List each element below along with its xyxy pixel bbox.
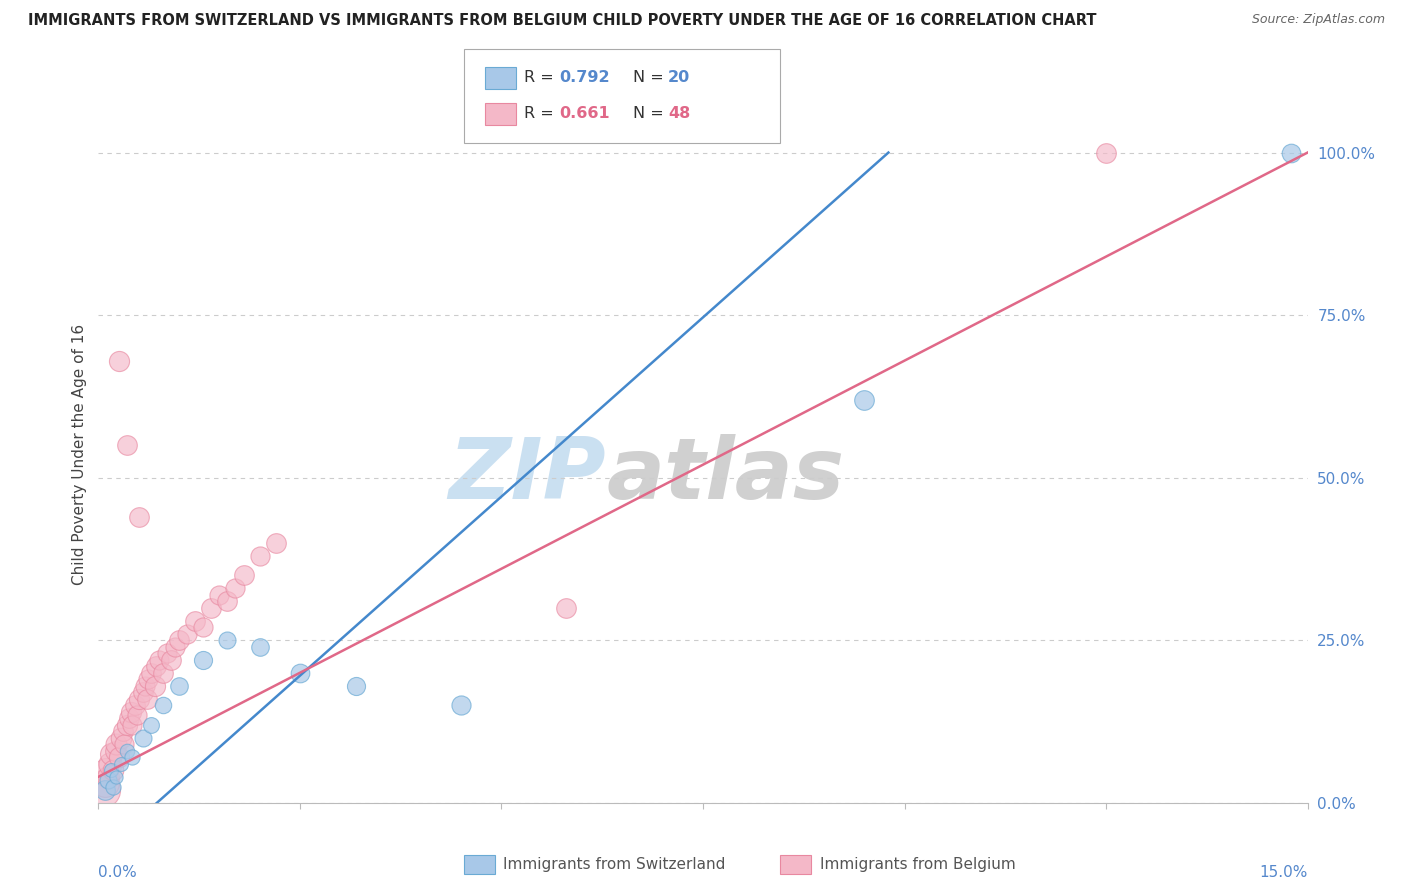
- Y-axis label: Child Poverty Under the Age of 16: Child Poverty Under the Age of 16: [72, 325, 87, 585]
- Text: N =: N =: [633, 70, 669, 85]
- Point: [145, 659, 167, 673]
- Point: [135, 691, 157, 706]
- Text: IMMIGRANTS FROM SWITZERLAND VS IMMIGRANTS FROM BELGIUM CHILD POVERTY UNDER THE A: IMMIGRANTS FROM SWITZERLAND VS IMMIGRANT…: [28, 13, 1097, 29]
- Point: [111, 724, 134, 739]
- Point: [103, 744, 125, 758]
- Point: [217, 594, 239, 608]
- Point: [450, 698, 472, 713]
- Point: [156, 646, 179, 660]
- Point: [100, 747, 122, 761]
- Point: [94, 782, 117, 797]
- Text: 20: 20: [668, 70, 690, 85]
- Point: [115, 744, 138, 758]
- Point: [128, 691, 150, 706]
- Point: [91, 782, 114, 797]
- Text: 0.0%: 0.0%: [98, 864, 138, 880]
- Text: atlas: atlas: [606, 434, 845, 517]
- Text: 0.661: 0.661: [560, 106, 610, 120]
- Point: [121, 718, 143, 732]
- Point: [97, 770, 120, 784]
- Point: [853, 392, 876, 407]
- Point: [249, 549, 271, 563]
- Point: [152, 665, 174, 680]
- Point: [148, 653, 170, 667]
- Point: [112, 737, 135, 751]
- Text: N =: N =: [633, 106, 669, 120]
- Point: [107, 750, 129, 764]
- Point: [115, 438, 138, 452]
- Text: Immigrants from Belgium: Immigrants from Belgium: [820, 857, 1015, 871]
- Text: Source: ZipAtlas.com: Source: ZipAtlas.com: [1251, 13, 1385, 27]
- Point: [160, 653, 183, 667]
- Text: Immigrants from Switzerland: Immigrants from Switzerland: [503, 857, 725, 871]
- Point: [232, 568, 254, 582]
- Point: [107, 353, 129, 368]
- Point: [101, 764, 124, 778]
- Point: [96, 764, 118, 778]
- Point: [249, 640, 271, 654]
- Point: [138, 672, 160, 686]
- Point: [110, 731, 132, 745]
- Point: [555, 600, 578, 615]
- Point: [101, 780, 124, 794]
- Point: [97, 772, 120, 787]
- Point: [115, 718, 138, 732]
- Point: [1095, 145, 1118, 160]
- Point: [118, 711, 141, 725]
- Point: [120, 705, 142, 719]
- Text: R =: R =: [524, 70, 560, 85]
- Text: R =: R =: [524, 106, 560, 120]
- Point: [200, 600, 222, 615]
- Point: [167, 633, 190, 648]
- Text: 15.0%: 15.0%: [1260, 864, 1308, 880]
- Point: [1281, 145, 1303, 160]
- Point: [264, 535, 287, 549]
- Point: [184, 614, 207, 628]
- Point: [163, 640, 186, 654]
- Point: [176, 626, 198, 640]
- Point: [127, 708, 149, 723]
- Point: [94, 776, 117, 790]
- Point: [128, 509, 150, 524]
- Point: [167, 679, 190, 693]
- Point: [105, 770, 128, 784]
- Point: [217, 633, 239, 648]
- Point: [124, 698, 146, 713]
- Point: [208, 588, 231, 602]
- Point: [344, 679, 367, 693]
- Point: [288, 665, 311, 680]
- Text: 48: 48: [668, 106, 690, 120]
- Point: [143, 679, 166, 693]
- Point: [193, 653, 215, 667]
- Point: [139, 718, 162, 732]
- Point: [224, 581, 246, 595]
- Point: [100, 764, 122, 778]
- Point: [152, 698, 174, 713]
- Point: [132, 731, 155, 745]
- Text: 0.792: 0.792: [560, 70, 610, 85]
- Point: [193, 620, 215, 634]
- Point: [132, 685, 155, 699]
- Point: [134, 679, 156, 693]
- Point: [98, 756, 121, 771]
- Point: [139, 665, 162, 680]
- Text: ZIP: ZIP: [449, 434, 606, 517]
- Point: [105, 737, 128, 751]
- Point: [110, 756, 132, 771]
- Point: [121, 750, 143, 764]
